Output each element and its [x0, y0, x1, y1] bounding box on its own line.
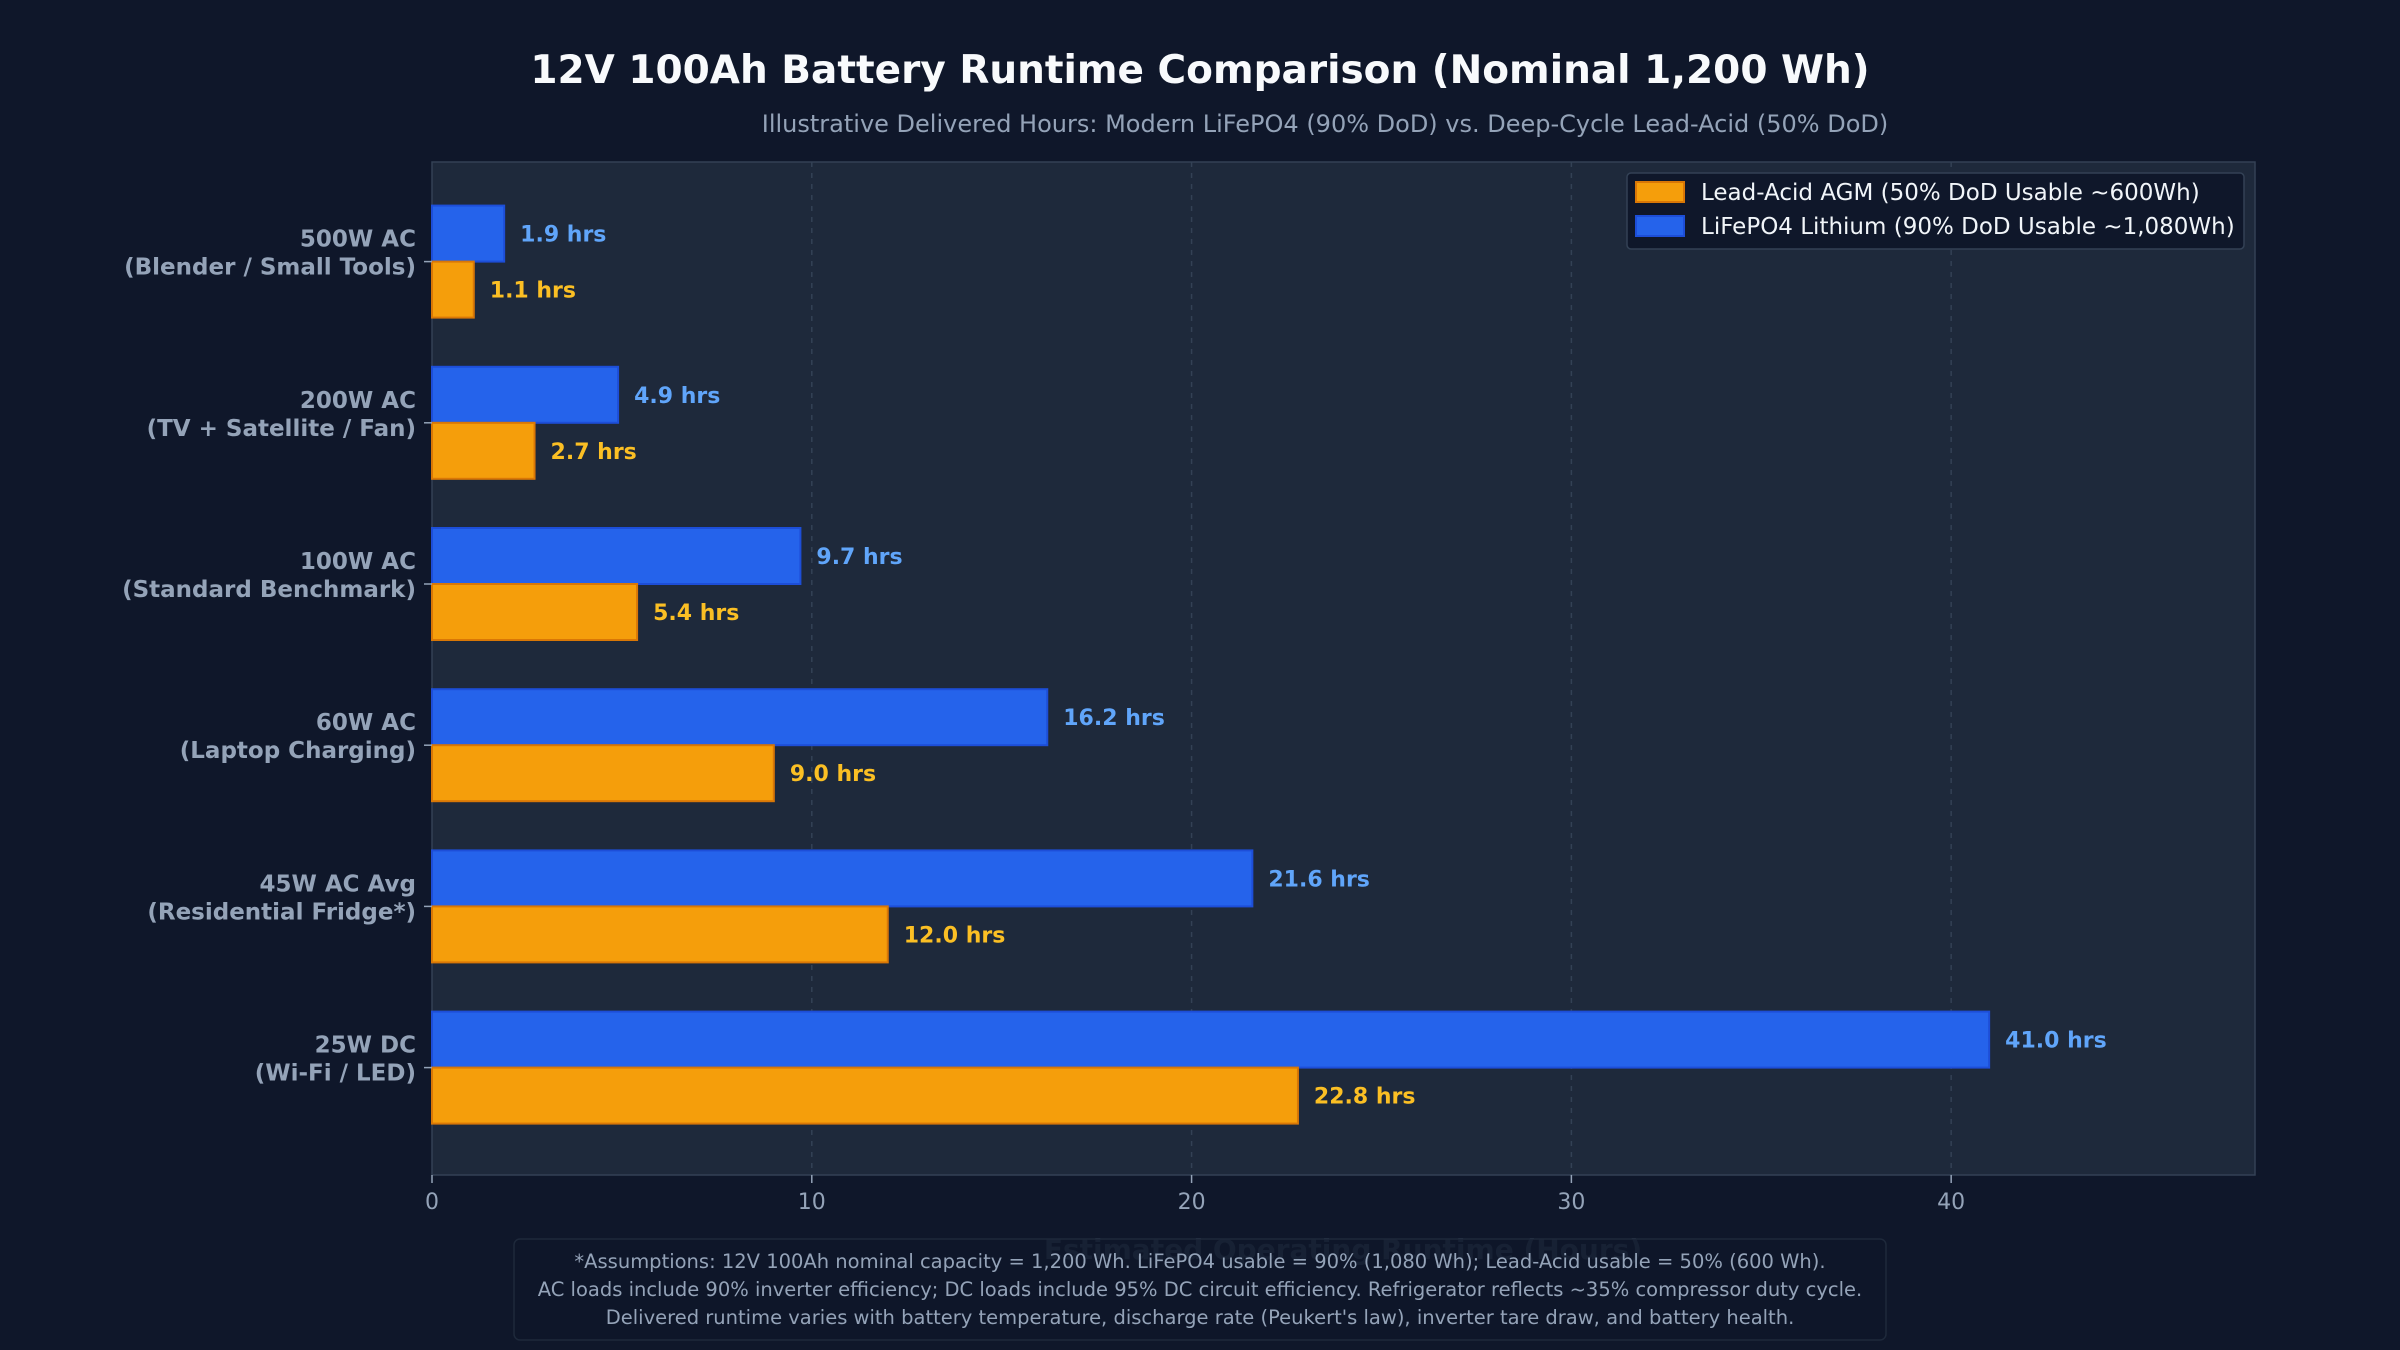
legend-swatch-lifepo4	[1635, 215, 1685, 237]
legend-label-lead-acid: Lead-Acid AGM (50% DoD Usable ~600Wh)	[1701, 180, 2200, 206]
category-label-line2-3: (Laptop Charging)	[180, 738, 416, 764]
legend-swatch-lead-acid	[1635, 181, 1685, 203]
lead-acid-value-label-1: 2.7 hrs	[551, 440, 637, 465]
legend: Lead-Acid AGM (50% DoD Usable ~600Wh) LiF…	[1626, 172, 2245, 250]
lifepo4-value-label-5: 41.0 hrs	[2005, 1029, 2107, 1054]
lifepo4-value-label-0: 1.9 hrs	[520, 223, 606, 248]
lifepo4-value-label-2: 9.7 hrs	[816, 545, 902, 570]
lead-acid-bar-3	[431, 744, 775, 803]
lifepo4-bar-5	[431, 1010, 1991, 1069]
footnote-line-3: Delivered runtime varies with battery te…	[606, 1306, 1795, 1329]
lifepo4-bar-0	[431, 204, 506, 263]
x-axis-ticks: 0 10 20 30 40	[425, 1175, 1965, 1215]
data-labels: 1.9 hrs 1.1 hrs 4.9 hrs 2.7 hrs 9.7 hrs 5.4 h…	[490, 223, 2107, 1110]
lifepo4-bar-3	[431, 688, 1049, 747]
bars	[431, 204, 1991, 1125]
category-label-line2-0: (Blender / Small Tools)	[124, 255, 416, 281]
footnote-line-2: AC loads include 90% inverter efficiency…	[538, 1278, 1863, 1301]
lead-acid-value-label-3: 9.0 hrs	[790, 762, 876, 787]
grid-lines	[811, 162, 1952, 1175]
legend-box	[1626, 172, 2245, 250]
lifepo4-bar-2	[431, 527, 802, 585]
x-tick-label-30: 30	[1557, 1190, 1585, 1215]
lead-acid-value-label-4: 12.0 hrs	[904, 923, 1006, 948]
category-label-line2-1: (TV + Satellite / Fan)	[147, 416, 416, 442]
lead-acid-value-label-0: 1.1 hrs	[490, 279, 576, 304]
lead-acid-bar-5	[431, 1066, 1299, 1125]
lead-acid-bar-0	[431, 260, 475, 319]
footnote-box	[513, 1238, 1887, 1341]
category-label-line2-4: (Residential Fridge*)	[147, 899, 416, 925]
x-tick-label-20: 20	[1178, 1190, 1206, 1215]
footnote: *Assumptions: 12V 100Ah nominal capacity…	[513, 1238, 1887, 1341]
x-tick-label-0: 0	[425, 1190, 439, 1215]
lead-acid-value-label-5: 22.8 hrs	[1314, 1085, 1416, 1110]
category-label-line1-1: 200W AC	[300, 388, 416, 414]
lifepo4-value-label-1: 4.9 hrs	[634, 384, 720, 409]
lifepo4-value-label-4: 21.6 hrs	[1268, 867, 1370, 892]
lead-acid-bar-1	[431, 421, 536, 480]
category-labels: 500W AC(Blender / Small Tools) 200W AC(TV…	[122, 227, 432, 1087]
category-label-line1-2: 100W AC	[300, 549, 416, 575]
lead-acid-value-label-2: 5.4 hrs	[653, 601, 739, 626]
x-tick-label-40: 40	[1937, 1190, 1965, 1215]
category-label-line2-2: (Standard Benchmark)	[122, 577, 416, 603]
legend-label-lifepo4: LiFePO4 Lithium (90% DoD Usable ~1,080Wh…	[1701, 214, 2235, 240]
category-label-line1-5: 25W DC	[315, 1033, 416, 1059]
lifepo4-bar-1	[431, 365, 620, 424]
lead-acid-bar-4	[431, 905, 889, 964]
footnote-line-1: *Assumptions: 12V 100Ah nominal capacity…	[574, 1250, 1825, 1273]
category-label-line1-0: 500W AC	[300, 227, 416, 253]
lifepo4-value-label-3: 16.2 hrs	[1063, 706, 1165, 731]
category-label-line1-4: 45W AC Avg	[259, 871, 416, 897]
x-tick-label-10: 10	[798, 1190, 826, 1215]
chart-title: 12V 100Ah Battery Runtime Comparison (No…	[530, 48, 1869, 93]
lead-acid-bar-2	[431, 583, 639, 641]
category-label-line1-3: 60W AC	[316, 710, 416, 736]
lifepo4-bar-4	[431, 849, 1254, 908]
chart-subtitle: Illustrative Delivered Hours: Modern LiF…	[762, 110, 1889, 138]
category-label-line2-5: (Wi-Fi / LED)	[255, 1061, 416, 1087]
